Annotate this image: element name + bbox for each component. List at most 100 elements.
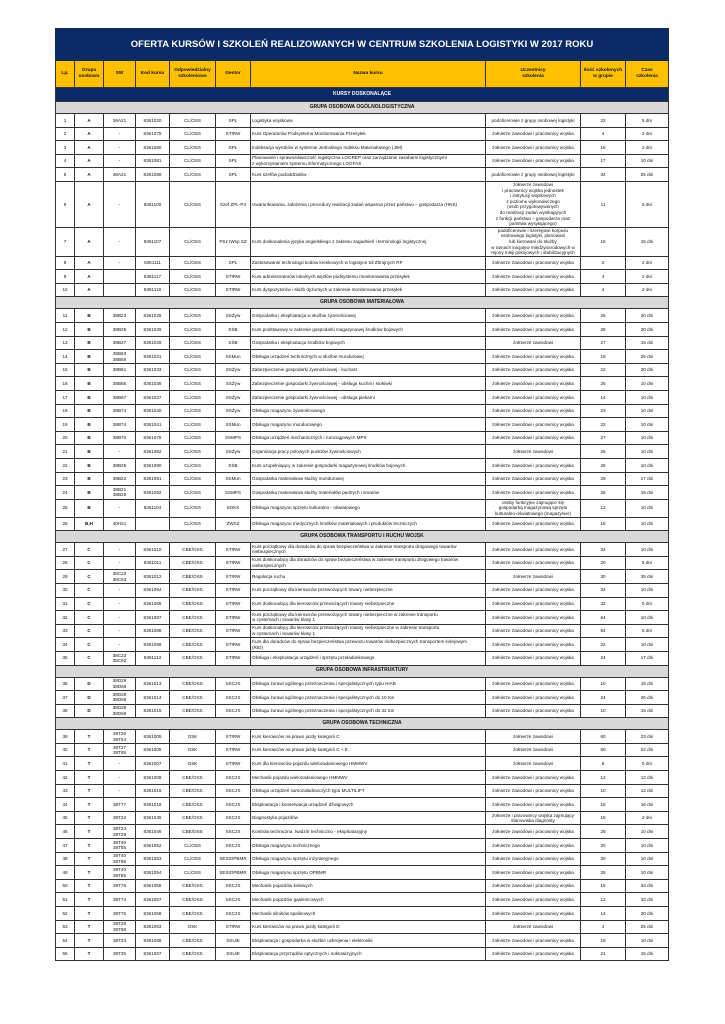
cell-participants: żołnierze zawodowi bbox=[485, 756, 581, 772]
cell-gestor: SSMPS bbox=[215, 485, 251, 500]
cell-course-name: Mechanik silników spalinowych bbox=[250, 906, 486, 921]
cell-duration: 5 dni bbox=[624, 596, 670, 612]
cell-participants: żołnierze zawodowi i pracownicy wojska bbox=[485, 637, 581, 652]
cell-responsible: CL/OSS bbox=[169, 282, 216, 298]
cell-sw: 38T22 bbox=[103, 810, 136, 826]
cell-participants: żołnierze zawodowi bbox=[485, 919, 581, 935]
cell-gestor: SSCzS bbox=[215, 770, 251, 785]
cell-lp: 43 bbox=[55, 783, 75, 799]
cell-sw: 38T40 38T85 bbox=[103, 851, 136, 867]
cell-gestor: STIRW bbox=[215, 756, 251, 772]
cell-course-name: Kurs początkowy dla kierowców przewożący… bbox=[250, 582, 486, 598]
cell-group-size: 4 bbox=[580, 126, 626, 142]
cell-participants: żołnierze zawodowi i pracownicy wojska bbox=[485, 906, 581, 921]
cell-group-size: 20 bbox=[580, 555, 626, 571]
cell-lp: 21 bbox=[55, 444, 75, 459]
table-row: 3 A -8361080 CL/OSS SPL Indeksacja wyrobów w … bbox=[55, 140, 670, 155]
cell-participants: żołnierze zawodowi i pracownicy wojska bbox=[485, 255, 581, 271]
cell-group-size: 28 bbox=[580, 322, 626, 337]
cell-gestor: SSŻyw bbox=[215, 444, 251, 459]
cell-group-size: 22 bbox=[580, 637, 626, 652]
table-row: 14 B 38B63 38B68 8361031 CL/OSS SSMun Obsługa … bbox=[55, 349, 670, 364]
cell-duration: 20 dni bbox=[624, 308, 670, 324]
table-row: 5 A 38A21 8361089 CL/OSS SPL Kurs szefów podod… bbox=[55, 167, 670, 182]
cell-duration: 25 dni bbox=[624, 349, 670, 364]
cell-group: A bbox=[74, 180, 104, 228]
table-row: 54 T 38T33 8361066 CBE/OSS SSUiE Eksploatacja … bbox=[55, 933, 670, 948]
cell-group-size: 29 bbox=[580, 471, 626, 487]
cell-duration: 2 dni bbox=[624, 140, 670, 155]
cell-participants: żołnierze zawodowi i pracownicy wojska bbox=[485, 610, 581, 625]
cell-course-name: Gospodarka materiałowa służby materiałów… bbox=[250, 485, 486, 500]
cell-lp: 26 bbox=[55, 516, 75, 532]
cell-gestor: SPL bbox=[215, 167, 251, 182]
cell-group-size: 25 bbox=[580, 485, 626, 500]
cell-responsible: CL/OSS bbox=[169, 376, 216, 392]
cell-group-size: 10 bbox=[580, 783, 626, 799]
cell-duration: 10 dni bbox=[624, 516, 670, 532]
cell-gestor: SPL bbox=[215, 153, 251, 169]
cell-course-name: Kurs doskonalący dla doradców do spraw b… bbox=[250, 555, 486, 571]
table-row: 20 B 38B70 8361076 CL/OSS SSMPS Obsługa urządz… bbox=[55, 430, 670, 446]
cell-gestor: Szef ZPL-P4 bbox=[215, 180, 251, 228]
cell-responsible: CL/OSS bbox=[169, 362, 216, 378]
cell-course-name: Zabezpieczenie gospodarki żywnościowej -… bbox=[250, 376, 486, 392]
cell-group: C bbox=[74, 610, 104, 625]
cell-participants: żołnierze i pracownicy wojska zajmujący … bbox=[485, 810, 581, 826]
cell-group-size: 22 bbox=[580, 417, 626, 432]
cell-responsible: CL/OSS bbox=[169, 180, 216, 228]
column-header-course-code: Kod kursu bbox=[135, 60, 170, 88]
cell-gestor: SPL bbox=[215, 140, 251, 155]
cell-duration: 5 dni bbox=[624, 180, 670, 228]
cell-sw: - bbox=[103, 582, 136, 598]
cell-duration: 12 dni bbox=[624, 770, 670, 785]
cell-group-size: 26 bbox=[580, 458, 626, 473]
cell-group-size: 24 bbox=[580, 690, 626, 705]
table-row: 48 T 38T40 38T85 8361053 CL/OSS SESIOPBMR Obsł… bbox=[55, 851, 670, 867]
column-header-participants: Uczestnicy szkolenia bbox=[485, 60, 581, 88]
cell-lp: 44 bbox=[55, 797, 75, 812]
cell-lp: 27 bbox=[55, 542, 75, 557]
cell-participants: żołnierze zawodowi i pracownicy wojska bbox=[485, 322, 581, 337]
cell-lp: 4 bbox=[55, 153, 75, 169]
cell-sw: 40H21 bbox=[103, 516, 136, 532]
cell-responsible: CBE/OSS bbox=[169, 623, 216, 639]
cell-participants: żołnierze zawodowi i pracownicy wojska bbox=[485, 690, 581, 705]
cell-group-size: 28 bbox=[580, 824, 626, 840]
cell-lp: 29 bbox=[55, 569, 75, 584]
cell-lp: 41 bbox=[55, 756, 75, 772]
cell-lp: 18 bbox=[55, 403, 75, 419]
cell-gestor: SSCzS bbox=[215, 810, 251, 826]
cell-lp: 6 bbox=[55, 180, 75, 228]
cell-group-size: 32 bbox=[580, 582, 626, 598]
cell-gestor: SPL bbox=[215, 113, 251, 128]
cell-course-code: 8361099 bbox=[135, 637, 170, 652]
table-row: 45 T 38T22 8361045 CBE/OSS SSCzS Diagnostyka p… bbox=[55, 810, 670, 826]
cell-group-size: 2 bbox=[580, 255, 626, 271]
cell-group-size: 15 bbox=[580, 797, 626, 812]
cell-group-size: 14 bbox=[580, 390, 626, 405]
cell-group: T bbox=[74, 838, 104, 853]
cell-duration: 2 dni bbox=[624, 282, 670, 298]
cell-gestor: STIRW bbox=[215, 637, 251, 652]
table-row: 41 T -8361007 OSK STIRW Kurs dla kierowców po… bbox=[55, 756, 670, 772]
cell-lp: 5 bbox=[55, 167, 75, 182]
cell-group-size: 15 bbox=[580, 516, 626, 532]
cell-group-size: 19 bbox=[580, 933, 626, 948]
cell-participants: osoby funkcyjne zajmujące się gospodarką… bbox=[485, 498, 581, 518]
table-row: 44 T 38T77 8361018 CBE/OSS SSCzS Eksploatacja … bbox=[55, 797, 670, 812]
cell-course-name: Obsługa urządzeń technicznych w służbie … bbox=[250, 349, 486, 364]
cell-course-code: 8361082 bbox=[135, 444, 170, 459]
cell-participants: żołnierze zawodowi i pracownicy wojska bbox=[485, 403, 581, 419]
cell-group: T bbox=[74, 729, 104, 744]
cell-group: B bbox=[74, 335, 104, 351]
cell-sw: 38T75 bbox=[103, 878, 136, 894]
cell-participants: żołnierze zawodowi i pracownicy wojska bbox=[485, 783, 581, 799]
cell-duration: 5 dni bbox=[624, 555, 670, 571]
table-row: 10 A 8361118 CL/OSS STIRW Kurs dyspozytorów i… bbox=[55, 282, 670, 298]
cell-sw: 38T23 38T29 bbox=[103, 824, 136, 840]
cell-duration: 2 dni bbox=[624, 126, 670, 142]
cell-course-code: 8361016 bbox=[135, 783, 170, 799]
cell-participants: żołnierze zawodowi i pracownicy wojska bbox=[485, 946, 581, 962]
table-row: 7 A -8361107 CL/OSS PSz IWsp SZ Kurs doskonal… bbox=[55, 226, 670, 257]
